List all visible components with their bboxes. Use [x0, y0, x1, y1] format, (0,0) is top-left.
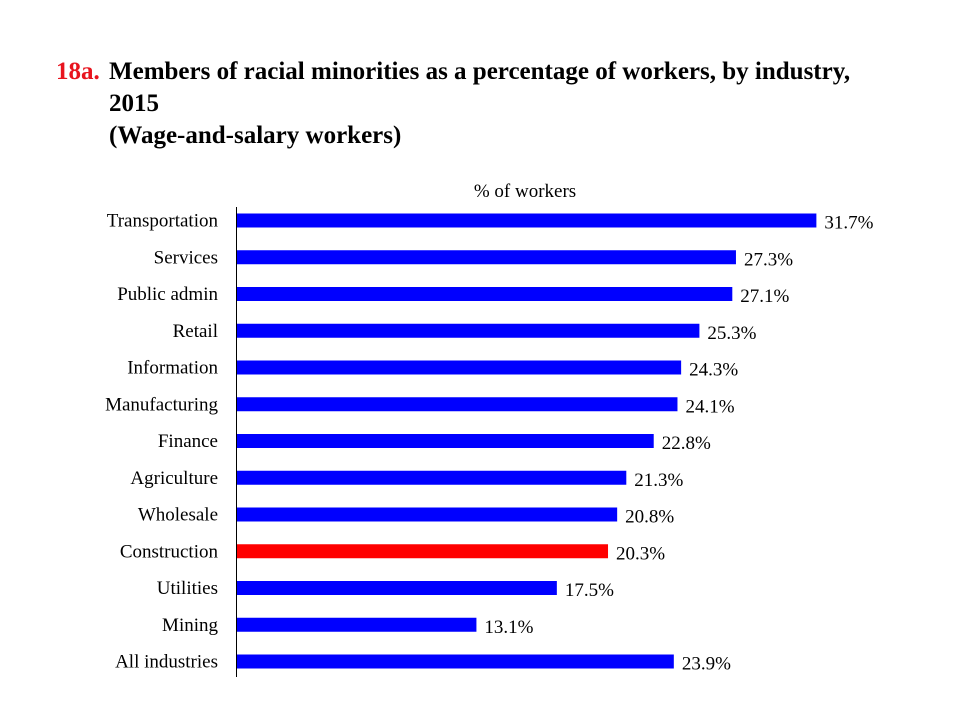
bar: [237, 581, 557, 595]
category-label: Services: [154, 247, 218, 268]
chart-subtitle: (Wage-and-salary workers): [109, 122, 402, 149]
title-line-1: Members of racial minorities as a percen…: [109, 58, 851, 85]
bar: [237, 250, 736, 265]
value-label: 24.3%: [689, 360, 738, 381]
category-label: Construction: [120, 541, 219, 562]
category-label: Utilities: [157, 578, 218, 599]
bar: [237, 287, 733, 301]
value-label: 24.1%: [685, 396, 734, 417]
value-label: 27.3%: [744, 249, 793, 270]
category-label: Information: [127, 358, 218, 379]
bar: [237, 544, 609, 559]
bar: [237, 360, 682, 375]
bar: [237, 397, 678, 412]
value-label: 23.9%: [682, 654, 731, 675]
title-number: 18a.: [56, 58, 100, 85]
bar: [237, 323, 700, 338]
bar: [237, 470, 627, 485]
bar-group: Transportation 31.7% Services 27.3% Public a…: [105, 211, 874, 675]
category-label: Manufacturing: [105, 394, 218, 415]
bar: [237, 434, 654, 448]
category-label: Transportation: [107, 211, 219, 232]
category-label: Wholesale: [138, 505, 218, 526]
x-axis-label: % of workers: [474, 181, 576, 202]
value-label: 25.3%: [707, 323, 756, 344]
value-label: 20.8%: [625, 507, 674, 528]
value-label: 27.1%: [740, 286, 789, 307]
bar: [237, 213, 817, 228]
value-label: 31.7%: [824, 213, 873, 234]
value-label: 13.1%: [484, 617, 533, 638]
value-label: 21.3%: [634, 470, 683, 491]
bar: [237, 654, 674, 669]
value-label: 20.3%: [616, 543, 665, 564]
title-line-2: 2015: [109, 90, 159, 117]
category-label: All industries: [115, 652, 218, 673]
value-label: 22.8%: [662, 433, 711, 454]
bar: [237, 507, 618, 522]
category-label: Public admin: [117, 284, 218, 305]
category-label: Mining: [162, 615, 218, 636]
category-label: Agriculture: [130, 468, 218, 489]
category-label: Retail: [173, 321, 218, 342]
category-label: Finance: [158, 431, 218, 452]
value-label: 17.5%: [565, 580, 614, 601]
bar: [237, 617, 477, 632]
